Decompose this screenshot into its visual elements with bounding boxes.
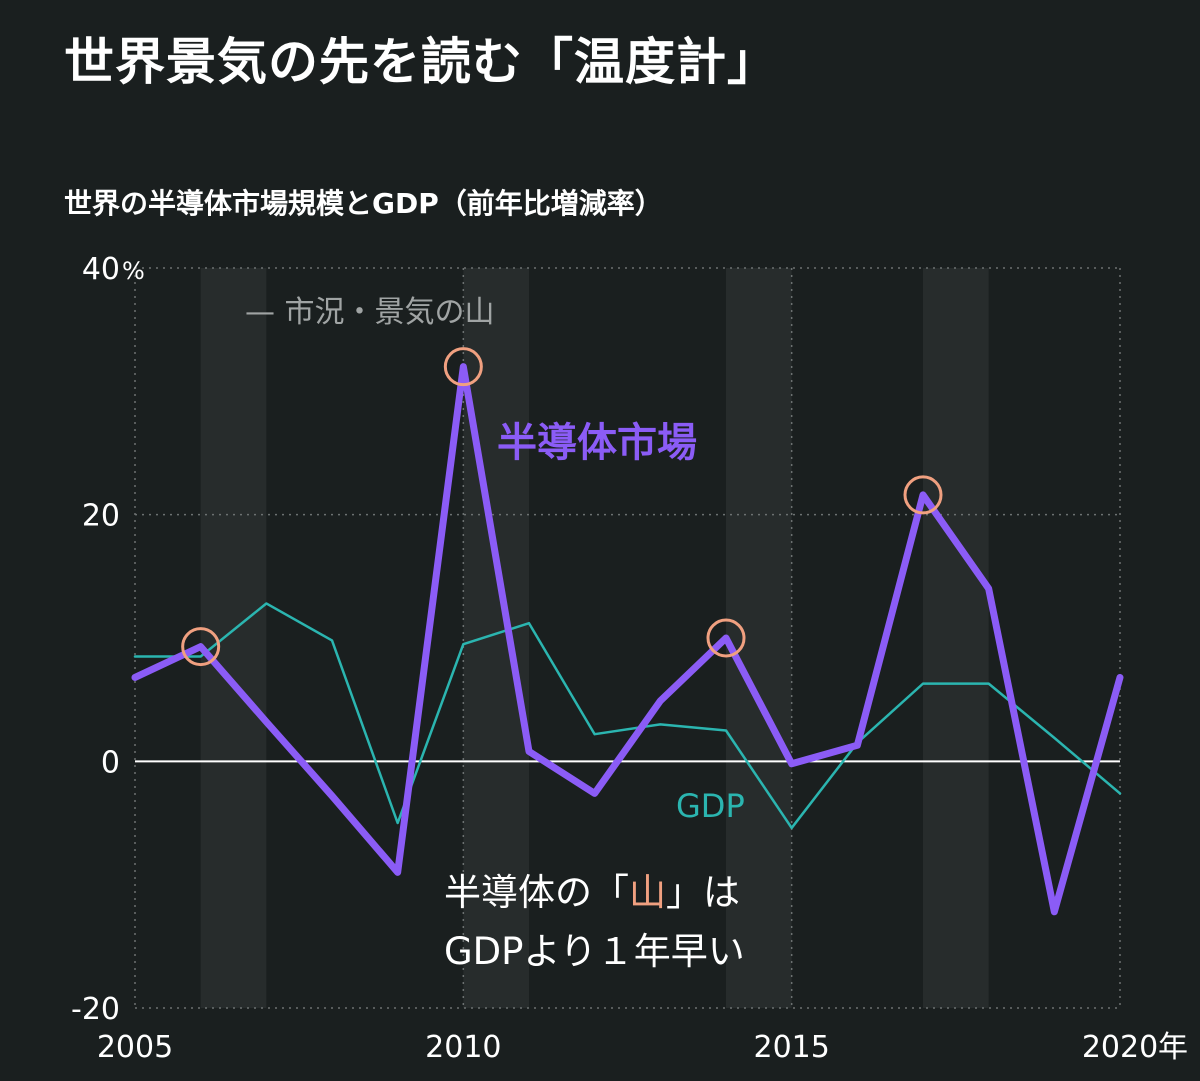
x-tick-label: 2005: [97, 1030, 173, 1065]
series-line-semiconductor: [131, 363, 1124, 916]
annotation-highlight: 山: [629, 871, 666, 914]
y-tick-label: 0: [101, 745, 120, 780]
shaded-period: [726, 268, 792, 1008]
y-unit-label: %: [122, 257, 145, 285]
series-label-semiconductor: 半導体市場: [497, 420, 697, 466]
y-tick-label: 40: [82, 252, 120, 287]
x-tick-label: 2010: [425, 1030, 501, 1065]
peak-markers: [181, 347, 943, 667]
peak-marker: [443, 347, 483, 387]
page-title: 世界景気の先を読む「温度計」: [64, 33, 778, 91]
x-unit-label: 年: [1158, 1030, 1188, 1065]
series-label-gdp: GDP: [676, 787, 745, 825]
x-tick-label: 2020: [1082, 1030, 1158, 1065]
y-tick-label: -20: [71, 992, 120, 1027]
peak-marker: [706, 618, 746, 658]
annotation-line-2: GDPより１年早い: [444, 930, 745, 973]
annotation-text: 」は: [666, 871, 740, 914]
shaded-period: [923, 268, 989, 1008]
shaded-periods: [200, 268, 989, 1008]
x-tick-label: 2015: [753, 1030, 829, 1065]
annotation-text: 半導体の「: [444, 871, 629, 914]
annotation-line-1: 半導体の「山」は: [444, 871, 740, 914]
chart-subtitle: 世界の半導体市場規模とGDP（前年比増減率）: [64, 187, 663, 220]
y-tick-label: 20: [82, 499, 120, 534]
series-line-gdp: [133, 602, 1122, 830]
series-lines: [131, 363, 1124, 916]
grid: [134, 267, 1121, 1009]
shaded-period: [200, 268, 267, 1008]
shaded-period: [463, 268, 529, 1008]
peak-marker: [903, 475, 943, 515]
legend-shaded-label: — 市況・景気の山: [245, 295, 495, 330]
peak-marker: [181, 627, 221, 667]
